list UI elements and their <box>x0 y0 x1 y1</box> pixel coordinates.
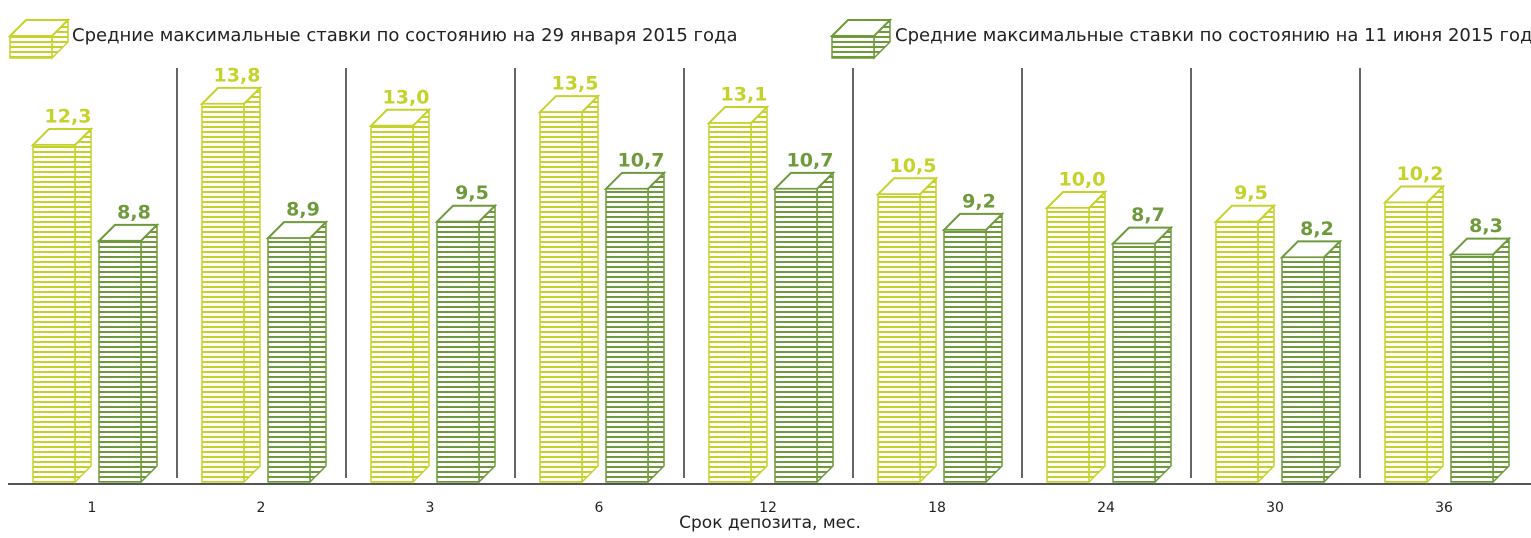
x-axis-title: Срок депозита, мес. <box>679 513 861 533</box>
value-label: 9,5 <box>455 182 489 204</box>
bar-side <box>1155 228 1171 482</box>
bar <box>1113 244 1155 482</box>
bar <box>371 126 413 482</box>
bar-side <box>1493 239 1509 482</box>
x-tick-label: 3 <box>426 500 435 516</box>
bar-side <box>1258 206 1274 482</box>
value-label: 8,9 <box>286 199 320 221</box>
value-label: 9,5 <box>1234 182 1268 204</box>
bar <box>33 145 75 482</box>
bar-side <box>244 88 260 482</box>
bar <box>268 238 310 482</box>
value-label: 12,3 <box>45 105 92 127</box>
legend-icon <box>10 36 52 58</box>
bar-side <box>141 225 157 482</box>
value-label: 8,7 <box>1131 204 1165 226</box>
x-tick-label: 2 <box>257 500 266 516</box>
value-label: 13,1 <box>721 84 768 106</box>
chart: Срок депозита, мес. Средние максимальные… <box>0 0 1531 538</box>
value-label: 8,2 <box>1300 218 1334 240</box>
bar-side <box>1089 192 1105 482</box>
bar <box>878 194 920 482</box>
bar-side <box>986 214 1002 482</box>
value-label: 10,7 <box>787 149 834 171</box>
bar <box>944 230 986 482</box>
value-label: 10,5 <box>890 155 937 177</box>
bar-side <box>479 206 495 482</box>
x-tick-label: 36 <box>1435 500 1453 516</box>
bar-side <box>1427 187 1443 482</box>
legend-label: Средние максимальные ставки по состоянию… <box>72 25 737 46</box>
value-label: 8,3 <box>1469 215 1503 237</box>
x-tick-label: 24 <box>1097 500 1115 516</box>
bar <box>709 123 751 482</box>
bar <box>437 222 479 482</box>
bar-side <box>413 110 429 482</box>
legend-label: Средние максимальные ставки по состоянию… <box>895 25 1531 46</box>
bar <box>1047 208 1089 482</box>
bar-side <box>817 173 833 482</box>
bar <box>540 112 582 482</box>
bar-side <box>920 178 936 482</box>
bar-side <box>751 107 767 482</box>
x-tick-label: 1 <box>88 500 97 516</box>
bar-side <box>75 129 91 482</box>
bar <box>1451 255 1493 482</box>
bar-side <box>310 222 326 482</box>
x-tick-label: 6 <box>595 500 604 516</box>
value-label: 10,2 <box>1397 163 1444 185</box>
value-label: 13,8 <box>214 64 261 86</box>
bar <box>202 104 244 482</box>
x-tick-label: 12 <box>759 500 777 516</box>
bar-side <box>582 96 598 482</box>
bar-side <box>648 173 664 482</box>
value-label: 8,8 <box>117 201 151 223</box>
x-tick-label: 30 <box>1266 500 1284 516</box>
value-label: 10,7 <box>618 149 665 171</box>
bar <box>99 241 141 482</box>
bar <box>1216 222 1258 482</box>
value-label: 9,2 <box>962 190 996 212</box>
bar <box>1282 257 1324 482</box>
bar <box>775 189 817 482</box>
value-label: 10,0 <box>1059 169 1106 191</box>
value-label: 13,5 <box>552 73 599 95</box>
bar-side <box>1324 241 1340 482</box>
value-label: 13,0 <box>383 86 430 108</box>
legend-icon <box>832 36 874 58</box>
bar <box>1385 203 1427 482</box>
x-tick-label: 18 <box>928 500 946 516</box>
bar <box>606 189 648 482</box>
